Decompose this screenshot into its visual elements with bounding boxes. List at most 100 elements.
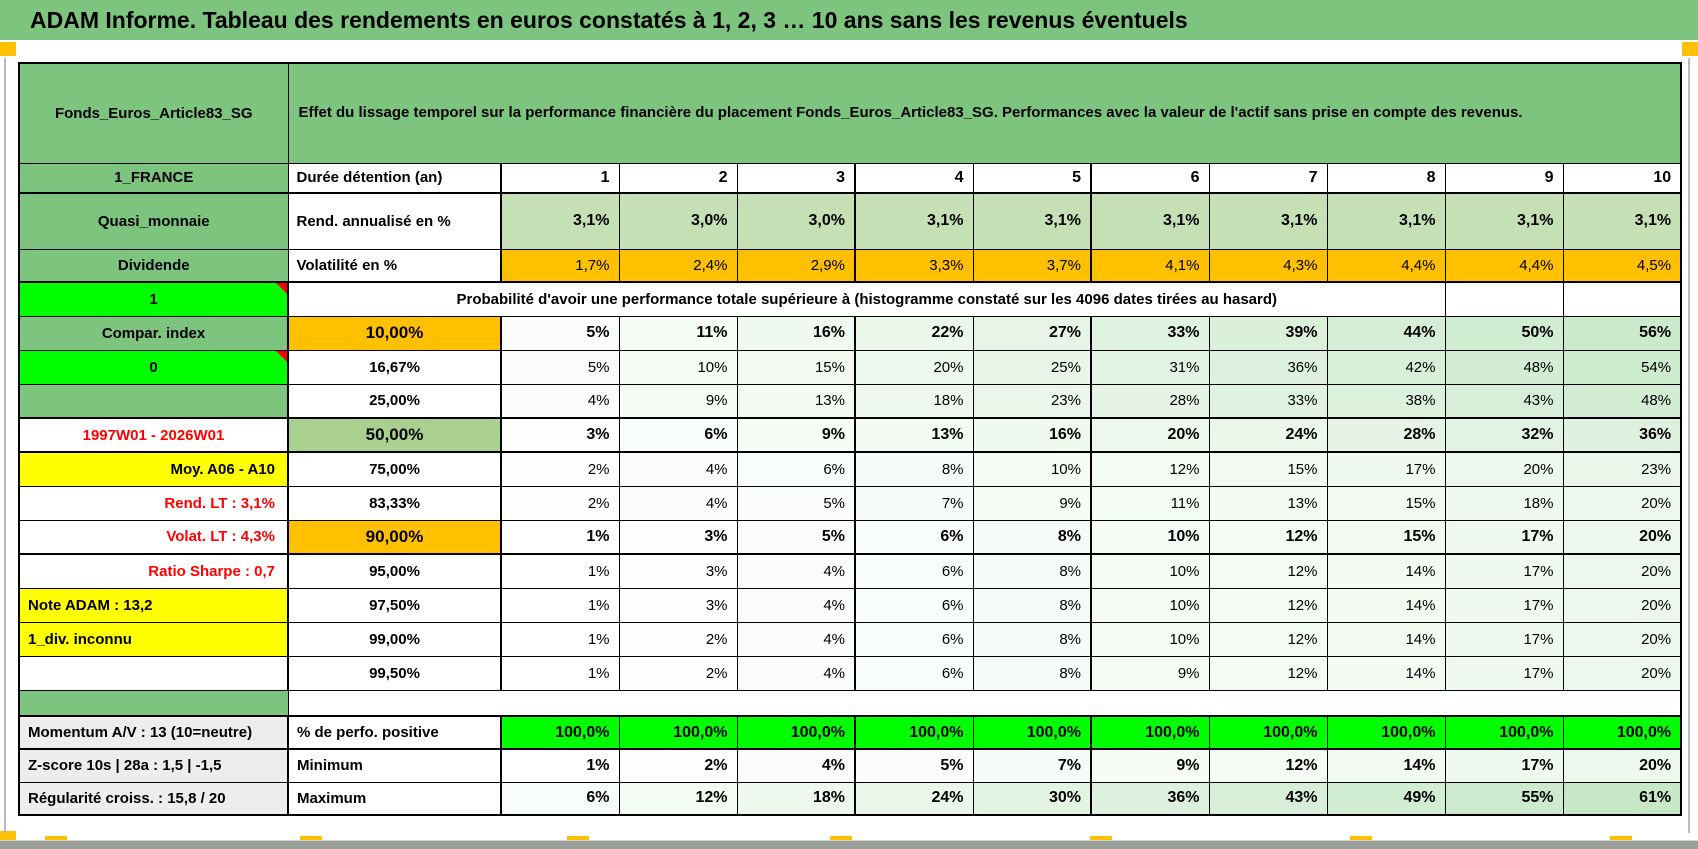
value-cell[interactable]: 6% [854, 587, 974, 623]
value-cell[interactable]: 22% [854, 315, 974, 351]
value-cell[interactable]: 1% [500, 553, 620, 589]
empty-cell[interactable] [1444, 281, 1564, 317]
value-cell[interactable]: 20% [1090, 417, 1210, 453]
row-label-cell[interactable]: 1_div. inconnu [18, 621, 289, 657]
value-cell[interactable]: 13% [854, 417, 974, 453]
summary-value-cell[interactable]: 20% [1562, 748, 1682, 783]
row-label-cell[interactable]: Ratio Sharpe : 0,7 [18, 553, 289, 589]
row-label-cell[interactable] [18, 655, 289, 691]
value-cell[interactable]: 2% [500, 485, 620, 521]
year-cell[interactable]: 8 [1326, 162, 1446, 194]
value-cell[interactable]: 10% [972, 451, 1092, 487]
value-cell[interactable]: 12% [1090, 451, 1210, 487]
value-cell[interactable]: 43% [1444, 383, 1564, 419]
row-label-cell[interactable]: Volat. LT : 4,3% [18, 519, 289, 555]
threshold-cell[interactable]: 90,00% [287, 519, 502, 555]
summary-value-cell[interactable]: 100,0% [736, 715, 856, 750]
value-cell[interactable]: 5% [500, 315, 620, 351]
volatility-value-cell[interactable]: 4,3% [1208, 248, 1328, 283]
summary-value-cell[interactable]: 100,0% [1562, 715, 1682, 750]
threshold-cell[interactable]: 75,00% [287, 451, 502, 487]
row-label-cell[interactable]: Moy. A06 - A10 [18, 451, 289, 487]
threshold-cell[interactable]: 25,00% [287, 383, 502, 419]
value-cell[interactable]: 1% [500, 621, 620, 657]
value-cell[interactable]: 15% [1326, 485, 1446, 521]
return-header-cell[interactable]: Rend. annualisé en % [287, 192, 502, 250]
duration-header-cell[interactable]: Durée détention (an) [287, 162, 502, 194]
value-cell[interactable]: 17% [1444, 655, 1564, 691]
value-cell[interactable]: 12% [1208, 655, 1328, 691]
value-cell[interactable]: 7% [854, 485, 974, 521]
value-cell[interactable]: 8% [972, 587, 1092, 623]
year-cell[interactable]: 3 [736, 162, 856, 194]
value-cell[interactable]: 10% [1090, 553, 1210, 589]
value-cell[interactable]: 13% [736, 383, 856, 419]
value-cell[interactable]: 4% [736, 621, 856, 657]
summary-value-cell[interactable]: 9% [1090, 748, 1210, 783]
row-label-cell[interactable]: 1997W01 - 2026W01 [18, 417, 289, 453]
value-cell[interactable]: 13% [1208, 485, 1328, 521]
row-label-cell[interactable]: Momentum A/V : 13 (10=neutre) [18, 715, 289, 750]
value-cell[interactable]: 17% [1444, 519, 1564, 555]
value-cell[interactable]: 5% [736, 485, 856, 521]
value-cell[interactable]: 3% [618, 519, 738, 555]
summary-value-cell[interactable]: 12% [618, 781, 738, 816]
value-cell[interactable]: 6% [618, 417, 738, 453]
summary-value-cell[interactable]: 100,0% [1444, 715, 1564, 750]
value-cell[interactable]: 6% [854, 655, 974, 691]
value-cell[interactable]: 1% [500, 519, 620, 555]
value-cell[interactable]: 20% [1562, 655, 1682, 691]
probability-banner-cell[interactable]: Probabilité d'avoir une performance tota… [287, 281, 1446, 317]
value-cell[interactable]: 33% [1208, 383, 1328, 419]
value-cell[interactable]: 15% [736, 349, 856, 385]
volatility-value-cell[interactable]: 4,5% [1562, 248, 1682, 283]
value-cell[interactable]: 24% [1208, 417, 1328, 453]
value-cell[interactable]: 2% [500, 451, 620, 487]
summary-value-cell[interactable]: 100,0% [500, 715, 620, 750]
year-cell[interactable]: 4 [854, 162, 974, 194]
value-cell[interactable]: 31% [1090, 349, 1210, 385]
return-value-cell[interactable]: 3,1% [1208, 192, 1328, 250]
volatility-value-cell[interactable]: 3,3% [854, 248, 974, 283]
description-cell[interactable]: Effet du lissage temporel sur la perform… [287, 62, 1682, 164]
value-cell[interactable]: 10% [1090, 519, 1210, 555]
value-cell[interactable]: 3% [500, 417, 620, 453]
empty-cell[interactable] [1562, 281, 1682, 317]
value-cell[interactable]: 15% [1208, 451, 1328, 487]
value-cell[interactable]: 4% [618, 485, 738, 521]
value-cell[interactable]: 3% [618, 587, 738, 623]
value-cell[interactable]: 23% [1562, 451, 1682, 487]
summary-header-cell[interactable]: Minimum [287, 748, 502, 783]
summary-value-cell[interactable]: 100,0% [1326, 715, 1446, 750]
value-cell[interactable]: 14% [1326, 553, 1446, 589]
value-cell[interactable]: 28% [1326, 417, 1446, 453]
summary-value-cell[interactable]: 49% [1326, 781, 1446, 816]
return-value-cell[interactable]: 3,1% [972, 192, 1092, 250]
value-cell[interactable]: 17% [1326, 451, 1446, 487]
value-cell[interactable]: 9% [1090, 655, 1210, 691]
threshold-cell[interactable]: 99,00% [287, 621, 502, 657]
value-cell[interactable]: 33% [1090, 315, 1210, 351]
threshold-cell[interactable]: 50,00% [287, 417, 502, 453]
year-cell[interactable]: 7 [1208, 162, 1328, 194]
summary-value-cell[interactable]: 100,0% [1208, 715, 1328, 750]
value-cell[interactable]: 4% [618, 451, 738, 487]
summary-value-cell[interactable]: 6% [500, 781, 620, 816]
year-cell[interactable]: 5 [972, 162, 1092, 194]
value-cell[interactable]: 28% [1090, 383, 1210, 419]
row-label-cell[interactable]: Z-score 10s | 28a : 1,5 | -1,5 [18, 748, 289, 783]
summary-value-cell[interactable]: 12% [1208, 748, 1328, 783]
value-cell[interactable]: 12% [1208, 519, 1328, 555]
value-cell[interactable]: 12% [1208, 587, 1328, 623]
summary-value-cell[interactable]: 18% [736, 781, 856, 816]
return-value-cell[interactable]: 3,1% [854, 192, 974, 250]
year-cell[interactable]: 10 [1562, 162, 1682, 194]
value-cell[interactable]: 23% [972, 383, 1092, 419]
threshold-cell[interactable]: 99,50% [287, 655, 502, 691]
value-cell[interactable]: 20% [1562, 485, 1682, 521]
return-value-cell[interactable]: 3,1% [1090, 192, 1210, 250]
summary-value-cell[interactable]: 100,0% [1090, 715, 1210, 750]
row-label-cell[interactable]: 1_FRANCE [18, 162, 289, 194]
value-cell[interactable]: 14% [1326, 655, 1446, 691]
value-cell[interactable]: 20% [854, 349, 974, 385]
